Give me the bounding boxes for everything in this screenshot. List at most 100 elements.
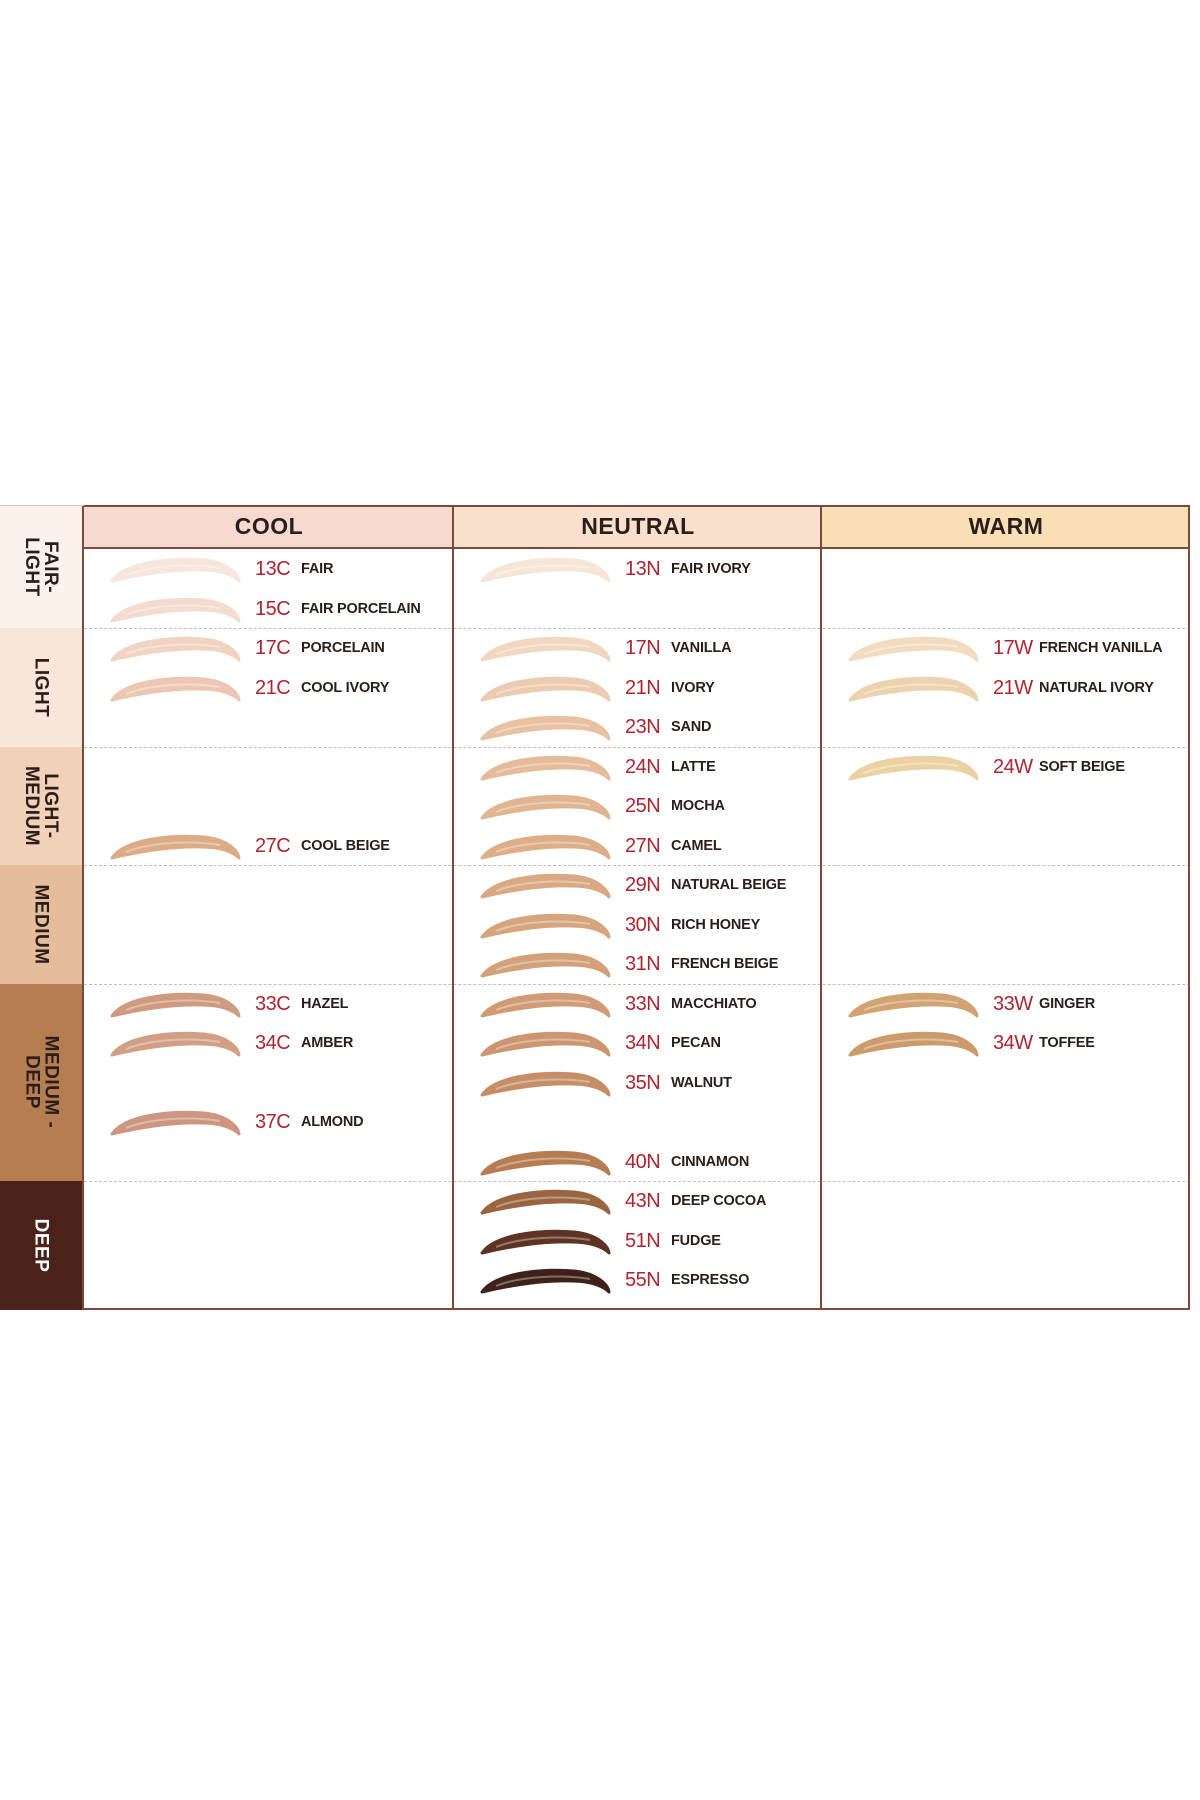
shade-swatch (848, 755, 979, 780)
shade-item-13n[interactable]: 13N FAIR IVORY (478, 551, 820, 591)
shade-name: SOFT BEIGE (1039, 758, 1125, 775)
shade-code: 25N (625, 795, 661, 817)
shade-item-17w[interactable]: 17W FRENCH VANILLA (846, 630, 1188, 670)
shade-name: AMBER (301, 1035, 354, 1051)
shade-swatch (480, 636, 611, 662)
shade-code: 37C (255, 1111, 291, 1133)
shade-swatch (480, 715, 611, 741)
shade-code: 23N (625, 716, 661, 738)
shade-name: FAIR (301, 561, 334, 577)
shade-item-35n[interactable]: 35N WALNUT (478, 1065, 820, 1105)
grid-vertical-line (820, 505, 822, 1310)
shade-code: 51N (625, 1229, 661, 1252)
band-label-text: DEEP (30, 1218, 52, 1273)
shade-swatch (110, 557, 241, 583)
shade-name: DEEP COCOA (671, 1193, 767, 1209)
shade-item-17n[interactable]: 17N VANILLA (478, 630, 820, 670)
shade-item-37c[interactable]: 37C ALMOND (108, 1104, 452, 1144)
band-label-text: MEDIUM (30, 884, 52, 965)
shade-code: 35N (625, 1071, 661, 1094)
shade-swatch (480, 1268, 611, 1294)
shade-swatch (480, 794, 611, 820)
shade-item-15c[interactable]: 15C FAIR PORCELAIN (108, 591, 452, 631)
shade-item-40n[interactable]: 40N CINNAMON (478, 1144, 820, 1184)
shade-name: FAIR IVORY (671, 561, 751, 577)
shade-item-34c[interactable]: 34C AMBER (108, 1025, 452, 1065)
shade-swatch (110, 597, 241, 622)
shade-item-13c[interactable]: 13C FAIR (108, 551, 452, 591)
band-label-text: MEDIUM - DEEP (21, 1035, 61, 1129)
shade-name: IVORY (671, 679, 715, 696)
shade-name: RICH HONEY (671, 916, 761, 933)
grid-horizontal-line (82, 505, 1190, 507)
shade-code: 17N (625, 637, 661, 659)
shade-swatch (480, 1150, 611, 1175)
shade-code: 30N (625, 913, 661, 936)
band-label-medium-deep: MEDIUM - DEEP (0, 984, 82, 1182)
band-label-text: LIGHT- MEDIUM (21, 765, 61, 846)
band-divider (84, 628, 1190, 629)
band-label-fair-light: FAIR- LIGHT (0, 505, 82, 628)
shade-swatch (480, 1229, 611, 1254)
shade-code: 17C (255, 637, 291, 659)
shade-item-29n[interactable]: 29N NATURAL BEIGE (478, 867, 820, 907)
shade-code: 29N (625, 874, 661, 896)
shade-code: 55N (625, 1269, 661, 1291)
shade-item-27n[interactable]: 27N CAMEL (478, 828, 820, 868)
shade-code: 24N (625, 755, 661, 778)
shade-swatch (480, 557, 611, 583)
shade-name: PECAN (671, 1035, 721, 1051)
shade-item-33w[interactable]: 33W GINGER (846, 986, 1188, 1026)
shade-item-27c[interactable]: 27C COOL BEIGE (108, 828, 452, 868)
chart-top-border (0, 505, 84, 506)
band-divider (84, 1181, 1190, 1182)
shade-item-23n[interactable]: 23N SAND (478, 709, 820, 749)
shade-item-55n[interactable]: 55N ESPRESSO (478, 1262, 820, 1302)
shade-item-33n[interactable]: 33N MACCHIATO (478, 986, 820, 1026)
shade-item-17c[interactable]: 17C PORCELAIN (108, 630, 452, 670)
shade-code: 13C (255, 558, 291, 580)
shade-swatch (480, 755, 611, 780)
shade-item-21c[interactable]: 21C COOL IVORY (108, 670, 452, 710)
shade-swatch (480, 1031, 611, 1057)
band-divider (84, 983, 1190, 985)
shade-item-33c[interactable]: 33C HAZEL (108, 986, 452, 1026)
shade-swatch (480, 676, 611, 701)
shade-item-51n[interactable]: 51N FUDGE (478, 1223, 820, 1263)
shade-item-34w[interactable]: 34W TOFFEE (846, 1025, 1188, 1065)
shade-item-34n[interactable]: 34N PECAN (478, 1025, 820, 1065)
shade-name: NATURAL BEIGE (671, 877, 787, 893)
shade-swatch (480, 834, 611, 859)
shade-item-30n[interactable]: 30N RICH HONEY (478, 907, 820, 947)
shade-item-31n[interactable]: 31N FRENCH BEIGE (478, 946, 820, 986)
shade-item-25n[interactable]: 25N MOCHA (478, 788, 820, 828)
column-header-neutral: NEUTRAL (454, 505, 822, 547)
shade-item-21w[interactable]: 21W NATURAL IVORY (846, 670, 1188, 710)
shade-name: SAND (671, 719, 712, 735)
band-label-light-medium: LIGHT- MEDIUM (0, 747, 82, 866)
band-light (0, 628, 82, 747)
shade-name: NATURAL IVORY (1039, 679, 1154, 696)
band-label-deep: DEEP (0, 1181, 82, 1310)
shade-name: TOFFEE (1039, 1035, 1095, 1051)
shade-swatch (480, 873, 611, 899)
shade-item-24n[interactable]: 24N LATTE (478, 749, 820, 789)
shade-swatch (848, 1031, 979, 1057)
band-deep (0, 1181, 82, 1310)
shade-code: 34C (255, 1032, 291, 1054)
shade-item-24w[interactable]: 24W SOFT BEIGE (846, 749, 1188, 789)
shade-item-43n[interactable]: 43N DEEP COCOA (478, 1183, 820, 1223)
shade-name: FRENCH BEIGE (671, 956, 779, 972)
shade-name: COOL IVORY (301, 679, 390, 696)
shade-swatch (480, 913, 611, 938)
shade-code: 40N (625, 1150, 661, 1173)
shade-swatch (110, 676, 241, 701)
shade-name: ESPRESSO (671, 1272, 750, 1288)
band-medium-deep (0, 983, 82, 1181)
shade-code: 15C (255, 597, 291, 620)
shade-code: 24W (993, 755, 1033, 778)
shade-name: FAIR PORCELAIN (301, 600, 421, 617)
shade-name: GINGER (1039, 995, 1095, 1012)
shade-swatch (480, 992, 611, 1017)
shade-item-21n[interactable]: 21N IVORY (478, 670, 820, 710)
